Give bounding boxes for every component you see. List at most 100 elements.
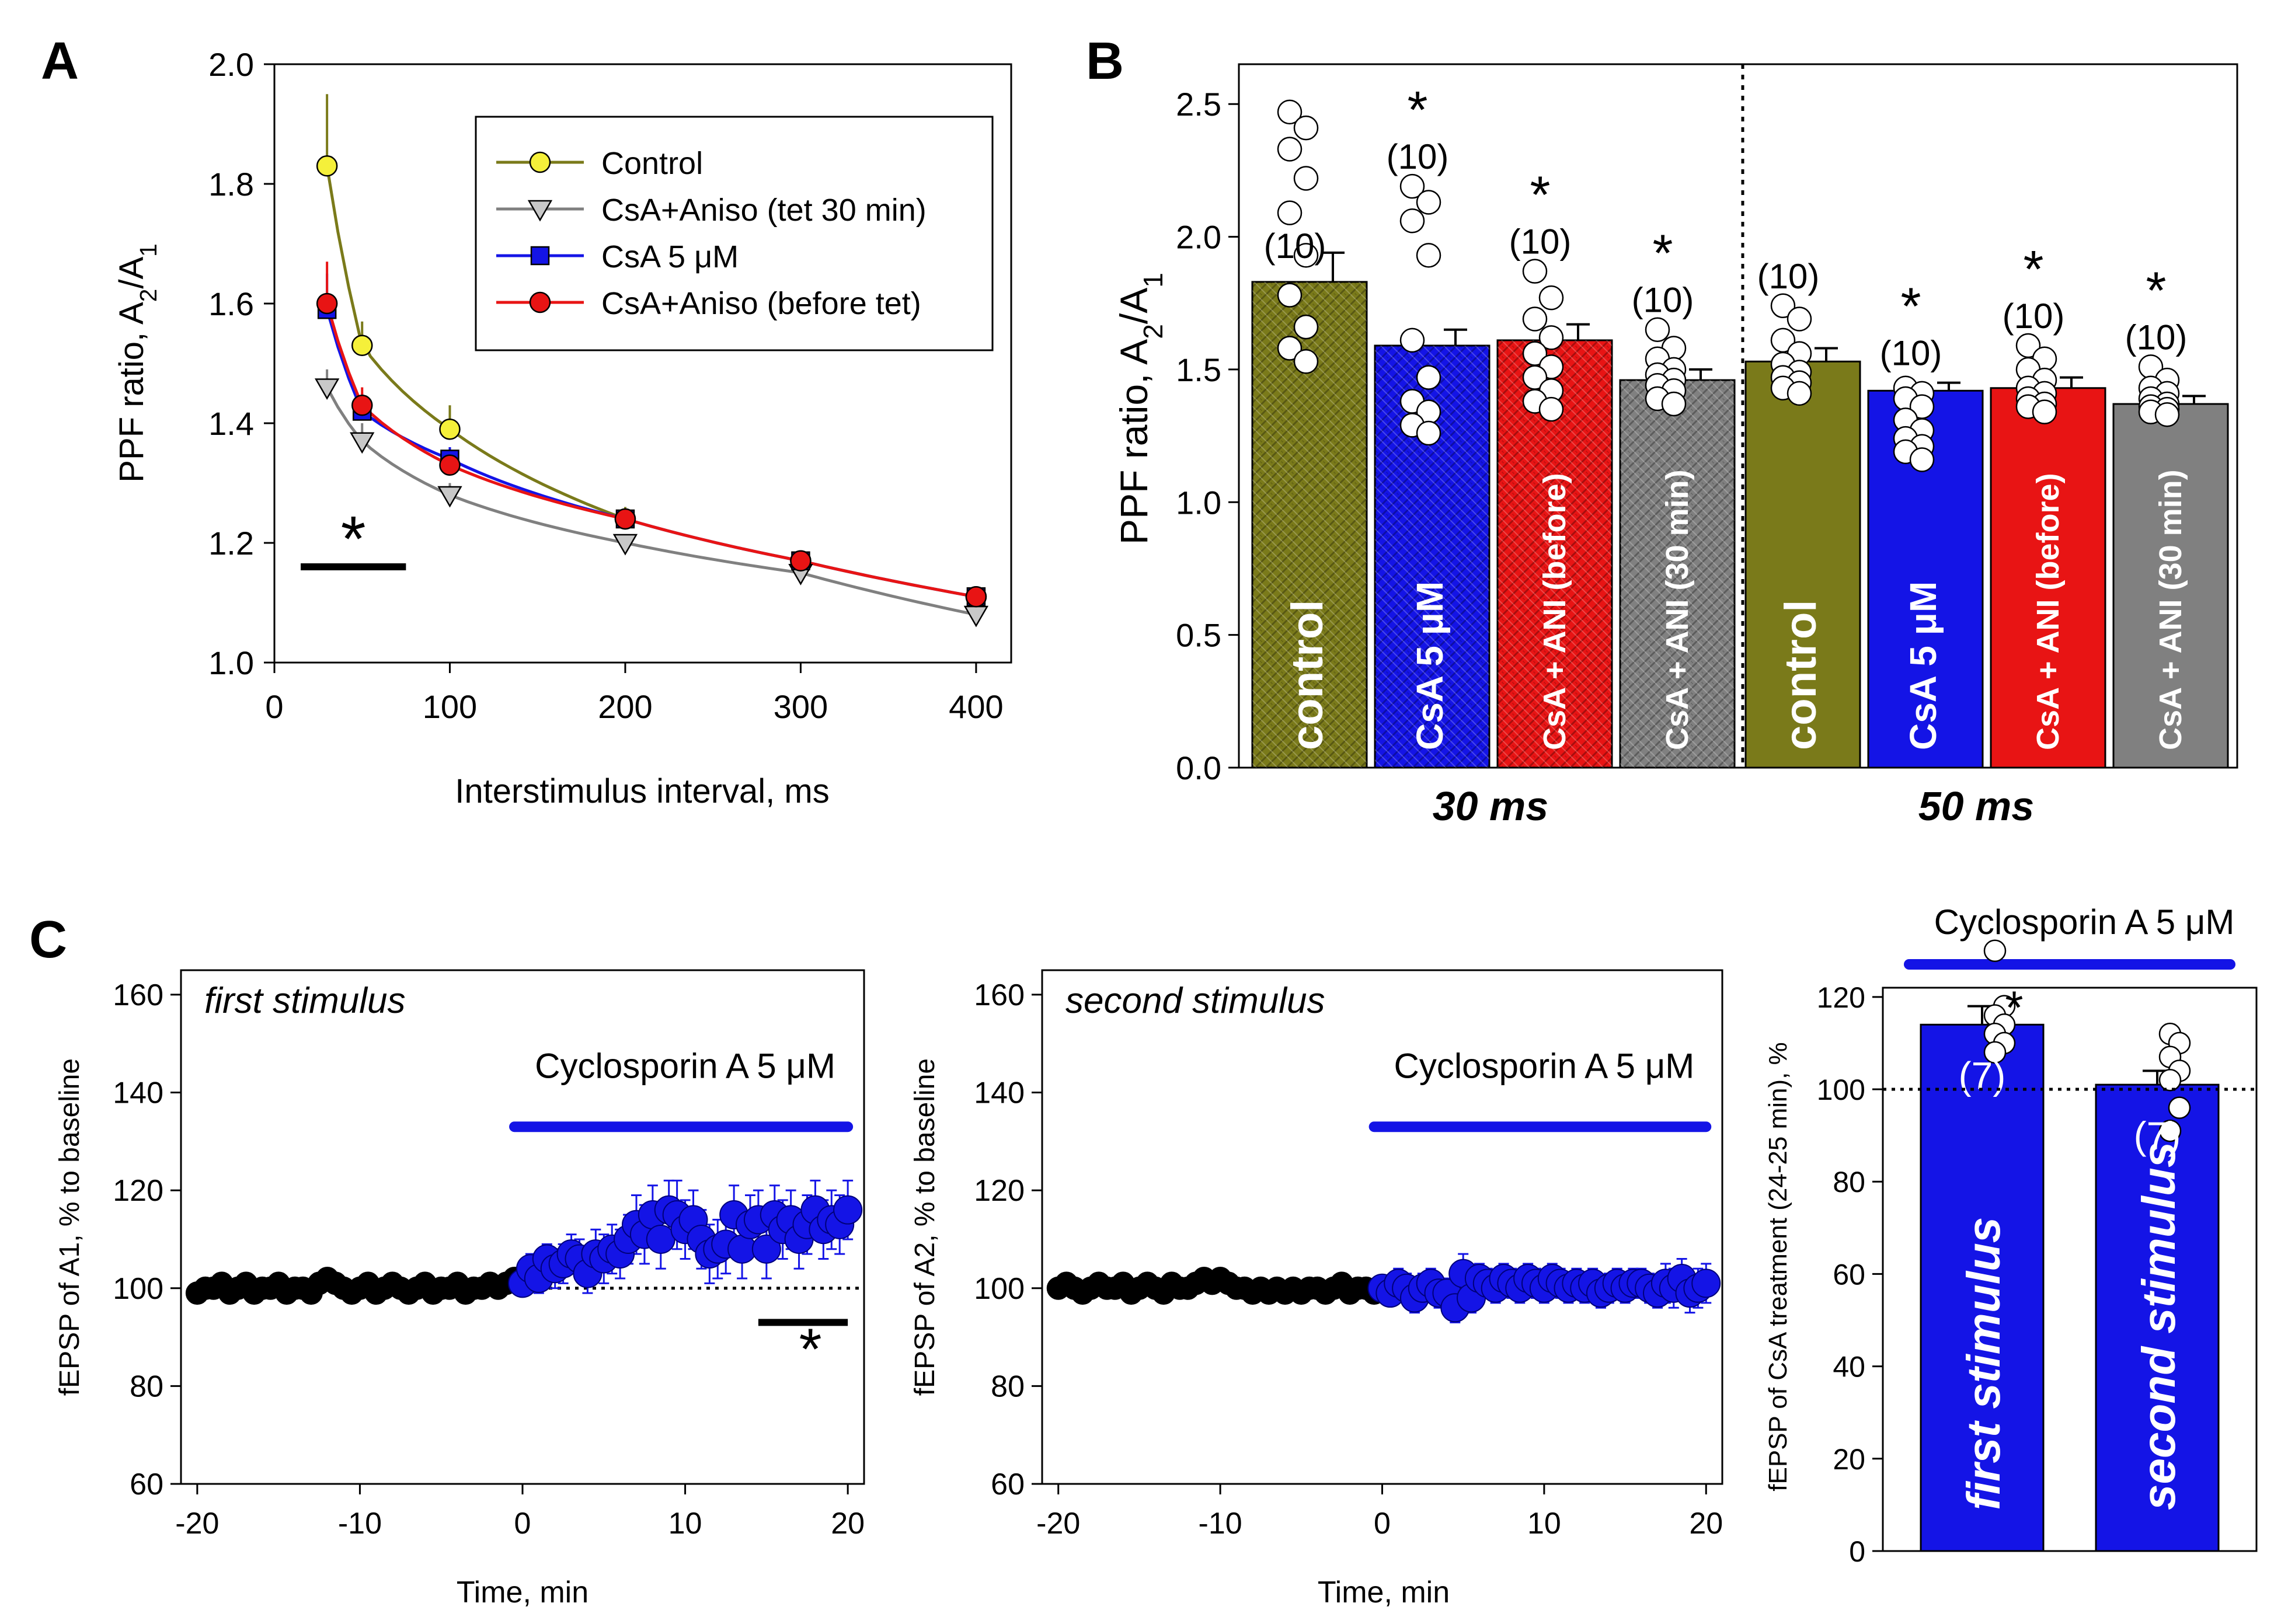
panel-b-bar-label: CsA + ANI (before) — [2031, 473, 2066, 750]
panel-c1-y-tick-label: 140 — [113, 1076, 163, 1110]
panel-b-individual-point — [2154, 402, 2180, 427]
panel-letter-c: C — [29, 911, 67, 969]
panel-a-x-tick-label: 100 — [423, 688, 477, 725]
panel-c3-individual-point — [2158, 1119, 2182, 1142]
panel-c3-individual-point — [2168, 1096, 2191, 1119]
panel-c1-data-point — [751, 1234, 781, 1264]
panel-a-data-point — [614, 508, 636, 530]
panel-c1-x-tick-label: -10 — [338, 1507, 382, 1541]
panel-b-y-tick-label: 0.5 — [1176, 617, 1221, 654]
panel-a-x-tick-label: 200 — [598, 688, 652, 725]
panel-b-n-label: (10) — [1880, 334, 1942, 373]
panel-b-individual-point — [1645, 317, 1670, 342]
panel-c2-y-tick-label: 80 — [991, 1369, 1025, 1403]
panel-b-individual-point — [1787, 306, 1812, 332]
panel-c2-x-tick-label: -10 — [1199, 1507, 1242, 1541]
panel-b-bar-label: control — [1283, 600, 1332, 750]
panel-a-legend-box — [475, 116, 994, 351]
panel-b-individual-point — [1538, 396, 1564, 422]
panel-b-individual-point — [1416, 243, 1441, 268]
axis-label-subscript: 2 — [1138, 324, 1168, 339]
panel-c3-bar-label: second stimulus — [2133, 1142, 2185, 1510]
panel-a-y-tick-label: 1.2 — [208, 525, 254, 562]
panel-c2-title: second stimulus — [1065, 981, 1325, 1021]
panel-a-data-point — [351, 395, 373, 416]
panel-b-y-axis-label-text: PPF ratio, A — [1112, 339, 1155, 545]
panel-c3-y-tick-label: 0 — [1849, 1535, 1865, 1568]
panel-c2-x-tick-label: 10 — [1527, 1507, 1561, 1541]
panel-c1-x-tick-label: 0 — [514, 1507, 531, 1541]
panel-c1-x-tick-label: -20 — [175, 1507, 219, 1541]
panel-b-individual-point — [1522, 259, 1548, 284]
panel-b-individual-point — [1787, 381, 1812, 406]
axis-label-subscript: 1 — [135, 243, 162, 257]
panel-b-bar-label: control — [1776, 600, 1826, 750]
panel-a-line-chart: Interstimulus interval, ms PPF ratio, A2… — [113, 46, 1012, 810]
panel-c2-y-tick-label: 60 — [991, 1468, 1025, 1501]
panel-c3-y-tick-label: 80 — [1833, 1166, 1865, 1198]
axis-label-text: /A — [1112, 288, 1155, 324]
panel-b-significance-star: * — [1530, 166, 1550, 225]
panel-b-individual-point — [1416, 365, 1441, 390]
panel-b-individual-point — [1399, 208, 1425, 234]
panel-b-individual-point — [1293, 166, 1319, 191]
panel-a-data-point — [350, 432, 375, 454]
panel-b-bar-label: CsA 5 μM — [1902, 581, 1944, 750]
panel-c1-y-tick-label: 60 — [130, 1468, 163, 1501]
panel-c1-y-tick-label: 160 — [113, 978, 163, 1012]
panel-c1-x-tick-label: 20 — [831, 1507, 865, 1541]
panel-a-y-tick-label: 1.4 — [208, 405, 254, 442]
panel-b-group-label-50ms: 50 ms — [1918, 783, 2034, 829]
panel-b-individual-point — [1293, 243, 1319, 268]
panel-b-bar-hatch — [1620, 380, 1735, 768]
panel-a-y-tick-label: 2.0 — [208, 46, 254, 83]
panel-a-data-point — [790, 550, 812, 571]
panel-a-data-point — [437, 486, 462, 508]
panel-b-significance-star: * — [1652, 225, 1673, 283]
panel-b-individual-point — [1416, 420, 1441, 446]
panel-b-significance-star: * — [2023, 241, 2043, 299]
panel-c1-time-course: first stimulus Time, min fEPSP of A1, % … — [54, 969, 865, 1609]
panel-b-group-label-30ms: 30 ms — [1433, 783, 1548, 829]
panel-b-n-label: (10) — [2003, 297, 2065, 336]
panel-b-bar — [1990, 387, 2106, 769]
panel-b-individual-point — [1293, 349, 1319, 374]
panel-a-data-point — [351, 334, 373, 356]
panel-b-y-tick-label: 2.5 — [1176, 86, 1221, 123]
panel-c2-x-tick-label: 20 — [1689, 1507, 1723, 1541]
panel-b-individual-point — [1770, 293, 1796, 319]
panel-c2-x-axis-label: Time, min — [1318, 1576, 1450, 1609]
panel-a-series-line-2 — [325, 386, 977, 616]
panel-b-individual-point — [1538, 285, 1564, 311]
panel-a-y-tick-label: 1.0 — [208, 644, 254, 681]
panel-b-significance-star: * — [1900, 278, 1921, 336]
panel-a-data-point — [314, 378, 340, 400]
panel-a-legend-marker — [527, 200, 553, 222]
panel-b-n-label: (10) — [1509, 222, 1572, 262]
panel-c1-y-tick-label: 120 — [113, 1174, 163, 1208]
panel-a-x-tick-label: 400 — [949, 688, 1003, 725]
panel-b-bar-label: CsA + ANI (30 min) — [2153, 469, 2188, 750]
panel-b-individual-point — [1293, 314, 1319, 340]
panel-a-data-point — [965, 586, 987, 608]
panel-b-y-tick-label: 1.0 — [1176, 484, 1221, 521]
panel-c3-treatment-label: Cyclosporin A 5 μM — [1934, 902, 2235, 942]
panel-a-data-point — [316, 155, 338, 177]
panel-c2-y-axis-label: fEPSP of A2, % to baseline — [910, 1058, 941, 1396]
panel-b-n-label: (10) — [1632, 281, 1694, 320]
panel-c1-significance-star: * — [799, 1316, 822, 1382]
panel-a-legend-marker — [529, 291, 551, 313]
panel-c3-individual-point — [2158, 1068, 2182, 1092]
panel-c3-bar — [1920, 1023, 2045, 1552]
panel-b-individual-point — [1538, 325, 1564, 350]
panel-c3-individual-point — [1983, 1041, 2007, 1064]
panel-a-legend-label: CsA+Aniso (tet 30 min) — [601, 193, 927, 228]
panel-a-plot-frame — [273, 63, 1012, 664]
panel-letter-b: B — [1086, 32, 1124, 90]
panel-b-significance-star: * — [2146, 262, 2166, 320]
panel-a-y-tick-label: 1.6 — [208, 285, 254, 322]
panel-b-y-tick-label: 2.0 — [1176, 219, 1221, 256]
panel-c1-treatment-label: Cyclosporin A 5 μM — [535, 1046, 835, 1085]
